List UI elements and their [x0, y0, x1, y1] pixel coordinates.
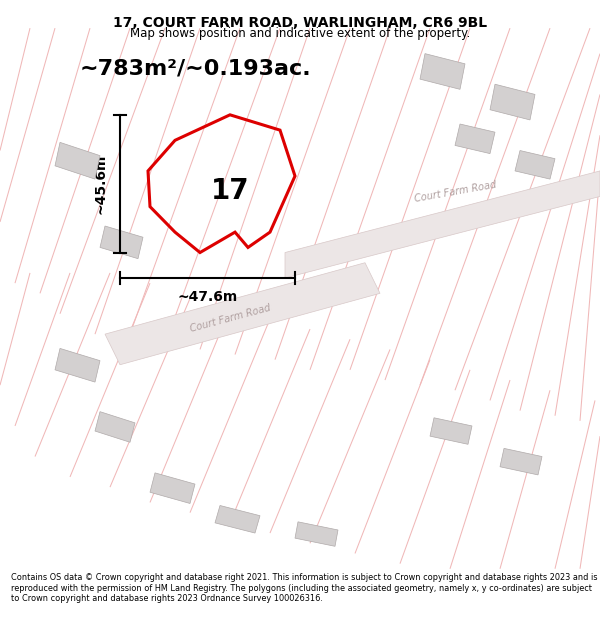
Polygon shape — [285, 171, 600, 278]
Text: ~783m²/~0.193ac.: ~783m²/~0.193ac. — [80, 59, 311, 79]
Polygon shape — [55, 142, 100, 179]
Polygon shape — [500, 448, 542, 475]
Polygon shape — [430, 418, 472, 444]
Text: Court Farm Road: Court Farm Road — [413, 179, 497, 204]
Polygon shape — [515, 151, 555, 179]
Text: Court Farm Road: Court Farm Road — [188, 303, 271, 334]
Text: 17, COURT FARM ROAD, WARLINGHAM, CR6 9BL: 17, COURT FARM ROAD, WARLINGHAM, CR6 9BL — [113, 16, 487, 30]
Text: 17: 17 — [211, 177, 250, 206]
Polygon shape — [455, 124, 495, 154]
Polygon shape — [95, 412, 135, 442]
Polygon shape — [105, 262, 380, 365]
Polygon shape — [490, 84, 535, 120]
Text: Map shows position and indicative extent of the property.: Map shows position and indicative extent… — [130, 27, 470, 40]
Text: Contains OS data © Crown copyright and database right 2021. This information is : Contains OS data © Crown copyright and d… — [11, 573, 597, 603]
Polygon shape — [295, 522, 338, 546]
Polygon shape — [215, 506, 260, 533]
Text: ~47.6m: ~47.6m — [178, 290, 238, 304]
Polygon shape — [55, 348, 100, 382]
Polygon shape — [100, 226, 143, 259]
Polygon shape — [150, 473, 195, 504]
Text: ~45.6m: ~45.6m — [94, 154, 108, 214]
Polygon shape — [420, 54, 465, 89]
